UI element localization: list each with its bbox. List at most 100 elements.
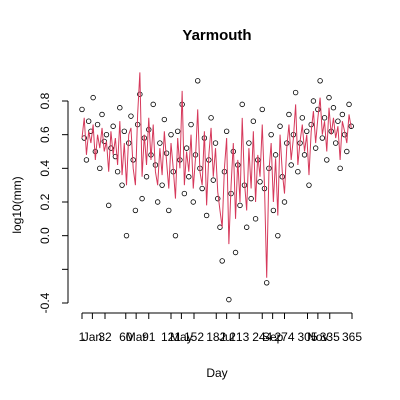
point — [272, 152, 279, 158]
y-tick-label: 0.2 — [38, 193, 52, 210]
point — [114, 168, 121, 175]
point — [108, 145, 114, 151]
y-tick-label: 0.8 — [38, 92, 52, 109]
point — [208, 115, 214, 121]
x-tick-label: 365 — [342, 330, 362, 344]
point — [97, 165, 103, 172]
x-tick-label: 152 — [184, 330, 204, 344]
x-tick-label: 335 — [320, 330, 340, 344]
point — [321, 115, 328, 121]
y-tick-label: 0.0 — [38, 227, 52, 244]
point — [259, 106, 265, 113]
x-tick-label: 1 — [79, 330, 86, 344]
point — [299, 115, 306, 121]
point — [106, 202, 112, 209]
x-tick-label: 121 — [161, 330, 181, 344]
point — [239, 101, 245, 108]
point — [81, 135, 87, 141]
point — [226, 296, 232, 303]
point — [212, 140, 219, 146]
point — [330, 105, 337, 111]
point — [288, 162, 294, 168]
point — [308, 121, 314, 128]
point — [250, 118, 257, 124]
point — [348, 123, 354, 129]
point — [94, 121, 101, 128]
point — [210, 177, 216, 183]
x-tick-label: Nov — [307, 330, 328, 344]
point — [143, 174, 150, 180]
point — [119, 182, 125, 188]
point — [337, 165, 343, 172]
x-tick-label: 244 — [252, 330, 272, 344]
point — [344, 148, 350, 155]
x-tick-label: 305 — [297, 330, 317, 344]
x-tick-label: 182 — [206, 330, 226, 344]
point — [128, 113, 134, 119]
point — [317, 78, 323, 84]
point — [292, 89, 299, 96]
point — [286, 111, 292, 118]
point — [110, 123, 116, 129]
point — [139, 195, 145, 202]
x-tick-label: 60 — [119, 330, 133, 344]
chart-title: Yarmouth — [182, 27, 251, 44]
point — [219, 258, 225, 264]
point — [346, 101, 352, 108]
point — [85, 118, 92, 124]
point — [310, 98, 317, 104]
point — [150, 101, 156, 108]
point — [83, 157, 90, 163]
point — [319, 135, 326, 141]
x-tick-label: 274 — [274, 330, 294, 344]
point — [246, 140, 252, 146]
point — [268, 131, 274, 138]
point — [181, 190, 188, 197]
x-axis-label: Day — [206, 366, 227, 380]
point — [157, 140, 163, 146]
point — [159, 182, 165, 188]
point — [117, 105, 123, 111]
point — [275, 232, 281, 239]
x-tick-label: 32 — [98, 330, 112, 344]
point — [174, 128, 181, 134]
x-tick-label: Jan — [83, 330, 102, 344]
point — [252, 216, 259, 222]
point — [306, 182, 312, 188]
y-tick-label: 0.6 — [38, 126, 52, 143]
point — [99, 111, 105, 118]
point — [186, 174, 192, 180]
point — [154, 199, 161, 205]
point — [215, 195, 221, 202]
point — [281, 199, 288, 205]
x-tick-label: Sep — [262, 330, 284, 344]
point — [324, 157, 330, 163]
point — [243, 224, 250, 230]
point — [232, 249, 239, 256]
point — [172, 232, 179, 239]
data-line — [81, 72, 352, 278]
y-axis-label: log10(mm) — [10, 176, 24, 233]
point — [203, 212, 210, 219]
point — [312, 145, 319, 151]
x-tick-label: Jul — [219, 330, 234, 344]
point — [304, 128, 310, 134]
point — [326, 94, 332, 101]
point — [132, 207, 139, 214]
point — [121, 128, 127, 134]
point — [223, 128, 230, 134]
point — [335, 118, 341, 124]
x-tick-label: May — [170, 330, 193, 344]
point — [237, 202, 243, 209]
point — [166, 207, 172, 214]
point — [79, 106, 85, 113]
point — [339, 111, 346, 118]
point — [195, 78, 201, 84]
point — [199, 185, 205, 192]
y-tick-label: 0.4 — [38, 160, 52, 177]
point — [103, 131, 110, 138]
point — [123, 232, 130, 239]
x-tick-label: Mar — [126, 330, 147, 344]
point — [248, 195, 254, 202]
